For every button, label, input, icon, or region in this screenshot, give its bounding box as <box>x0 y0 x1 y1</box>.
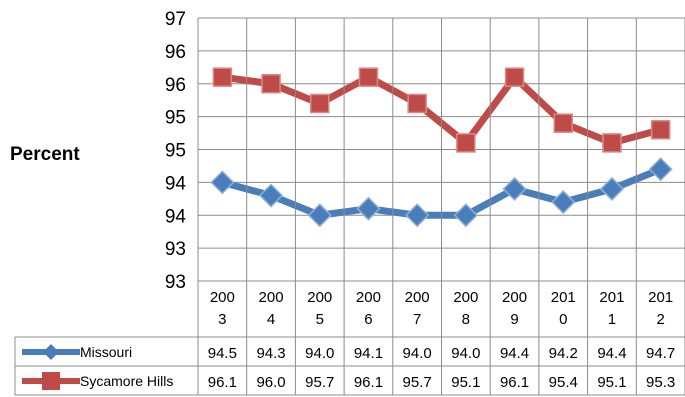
data-label: 94.0 <box>305 345 334 362</box>
data-label: 95.3 <box>646 374 675 391</box>
data-label: 94.0 <box>451 345 480 362</box>
data-label: 96.0 <box>256 374 285 391</box>
y-tick-label: 96 <box>165 42 186 63</box>
data-point <box>261 74 281 94</box>
data-point <box>504 67 525 87</box>
x-tick-label: 7 <box>413 311 421 328</box>
legend-marker <box>42 372 60 390</box>
x-tick-label: 200 <box>405 289 430 306</box>
x-tick-label: 5 <box>316 311 324 328</box>
x-tick-label: 8 <box>462 311 470 328</box>
data-label: 94.1 <box>354 345 383 362</box>
legend-key <box>22 344 80 360</box>
data-label: 95.7 <box>305 374 334 391</box>
y-tick-label: 95 <box>165 108 186 129</box>
x-tick-label: 200 <box>210 289 235 306</box>
data-point <box>648 157 673 182</box>
x-tick-label: 201 <box>599 289 624 306</box>
data-label: 94.7 <box>646 345 675 362</box>
x-tick-label: 200 <box>307 289 332 306</box>
legend-key <box>22 372 80 390</box>
x-tick-label: 200 <box>259 289 284 306</box>
x-tick-label: 200 <box>502 289 527 306</box>
x-tick-label: 200 <box>356 289 381 306</box>
data-label: 94.2 <box>549 345 578 362</box>
data-point <box>210 170 235 195</box>
data-label: 94.4 <box>597 345 626 362</box>
data-point <box>650 120 671 140</box>
data-point <box>551 190 576 215</box>
data-point <box>453 203 478 228</box>
y-tick-label: 93 <box>165 239 186 260</box>
y-tick-label: 96 <box>165 75 186 96</box>
data-point <box>407 93 427 114</box>
data-label: 95.4 <box>549 374 578 391</box>
data-label: 95.1 <box>451 374 480 391</box>
data-point <box>212 67 233 87</box>
data-point <box>502 176 527 202</box>
x-tick-label: 9 <box>510 311 518 328</box>
data-label: 94.0 <box>403 345 432 362</box>
data-point <box>358 67 379 87</box>
x-tick-label: 6 <box>364 311 372 328</box>
data-label: 95.7 <box>403 374 432 391</box>
data-label: 94.3 <box>256 345 285 362</box>
y-axis-ticks: 97 96 96 95 95 94 94 93 93 <box>165 9 187 293</box>
legend-label: Sycamore Hills <box>80 373 173 389</box>
data-point <box>356 196 381 221</box>
data-label: 94.4 <box>500 345 529 362</box>
data-point <box>599 176 625 202</box>
data-point <box>602 133 622 153</box>
data-point <box>553 113 573 133</box>
data-label: 94.5 <box>208 345 237 362</box>
y-tick-label: 94 <box>165 206 187 227</box>
data-label: 96.1 <box>354 374 383 391</box>
data-label: 96.1 <box>500 374 529 391</box>
y-tick-label: 94 <box>165 173 187 194</box>
y-tick-label: 93 <box>165 272 186 293</box>
x-tick-label: 2 <box>656 311 664 328</box>
y-tick-label: 95 <box>165 141 186 162</box>
data-point <box>405 203 430 228</box>
data-point <box>310 93 330 114</box>
data-point <box>456 133 476 153</box>
data-point <box>258 183 284 208</box>
data-label: 95.1 <box>597 374 626 391</box>
x-tick-label: 200 <box>453 289 478 306</box>
x-tick-label: 201 <box>551 289 576 306</box>
x-tick-label: 1 <box>608 311 616 328</box>
legend-label: Missouri <box>80 344 132 360</box>
x-tick-label: 201 <box>648 289 673 306</box>
data-point <box>307 203 332 228</box>
y-axis-label: Percent <box>10 144 80 165</box>
x-tick-label: 0 <box>559 311 567 328</box>
x-tick-label: 3 <box>218 311 226 328</box>
data-label: 96.1 <box>208 374 237 391</box>
y-tick-label: 97 <box>165 9 186 30</box>
x-tick-label: 4 <box>267 311 275 328</box>
legend-marker <box>43 344 59 360</box>
data-table: 200 3 200 4 200 5 200 6 200 7 200 8 200 9 201 0 201 1 201 2… <box>14 18 685 396</box>
